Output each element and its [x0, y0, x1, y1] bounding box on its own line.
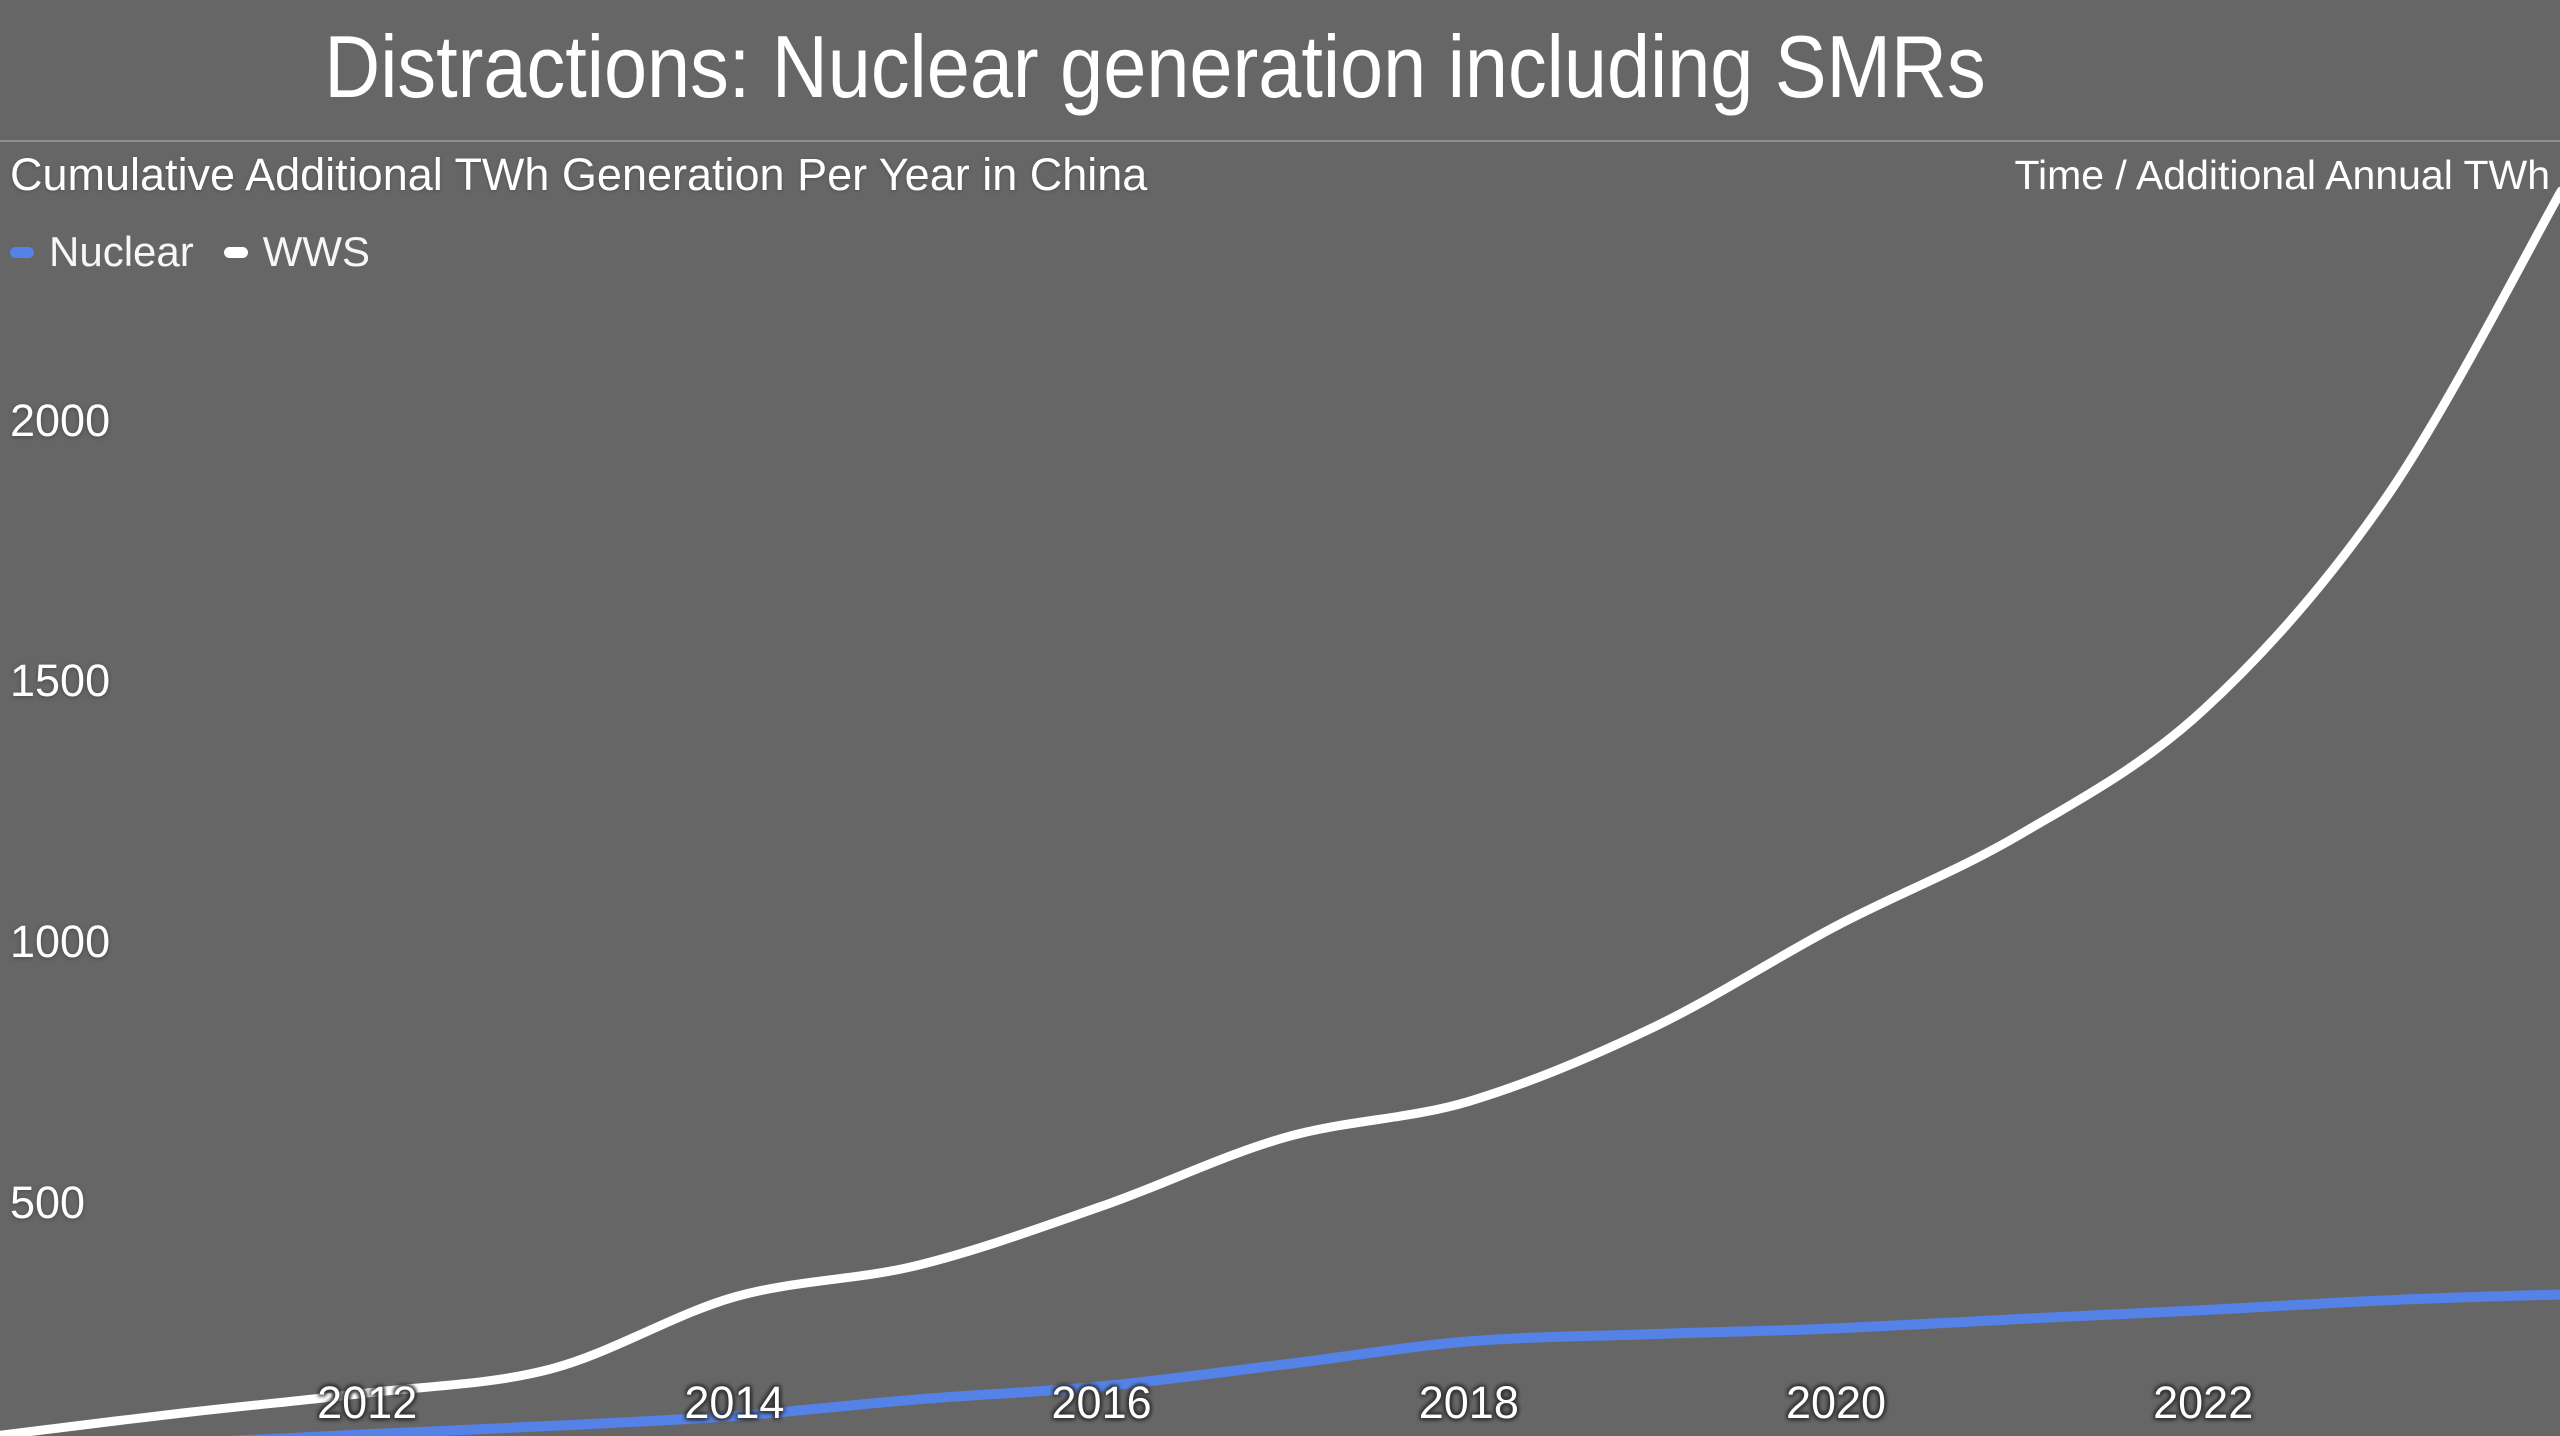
x-axis-tick-label: 2020 — [1785, 1377, 1887, 1428]
x-axis-tick-label: 2014 — [684, 1377, 785, 1428]
y-axis-tick-label: 2000 — [10, 394, 111, 446]
y-axis-tick-label: 1000 — [10, 916, 111, 968]
chart-legend: Nuclear WWS — [10, 228, 370, 276]
x-axis-tick-label: 2016 — [1051, 1377, 1152, 1428]
wws-series-swatch — [223, 246, 248, 258]
legend-label-wws: WWS — [262, 228, 371, 275]
slide-title-container: Distractions: Nuclear generation includi… — [0, 16, 2560, 117]
title-divider-line — [0, 140, 2560, 142]
x-axis-tick-label: 2022 — [2153, 1377, 2254, 1428]
slide-title: Distractions: Nuclear generation includi… — [324, 17, 1986, 116]
axis-description-label: Time / Additional Annual TWh — [2014, 152, 2550, 198]
x-axis-tick-label: 2012 — [317, 1377, 418, 1428]
y-axis-tick-label: 500 — [10, 1177, 86, 1229]
chart-title: Cumulative Additional TWh Generation Per… — [10, 149, 1148, 200]
nuclear-series-swatch — [10, 246, 34, 258]
wws-line-series — [0, 186, 2560, 1436]
y-axis-tick-label: 1500 — [10, 655, 111, 707]
x-axis-tick-label: 2018 — [1418, 1377, 1519, 1428]
nuclear-line-series — [228, 1289, 2560, 1436]
legend-label-nuclear: Nuclear — [49, 228, 194, 275]
legend-item-nuclear: Nuclear — [10, 228, 194, 276]
legend-item-wws: WWS — [223, 228, 371, 276]
